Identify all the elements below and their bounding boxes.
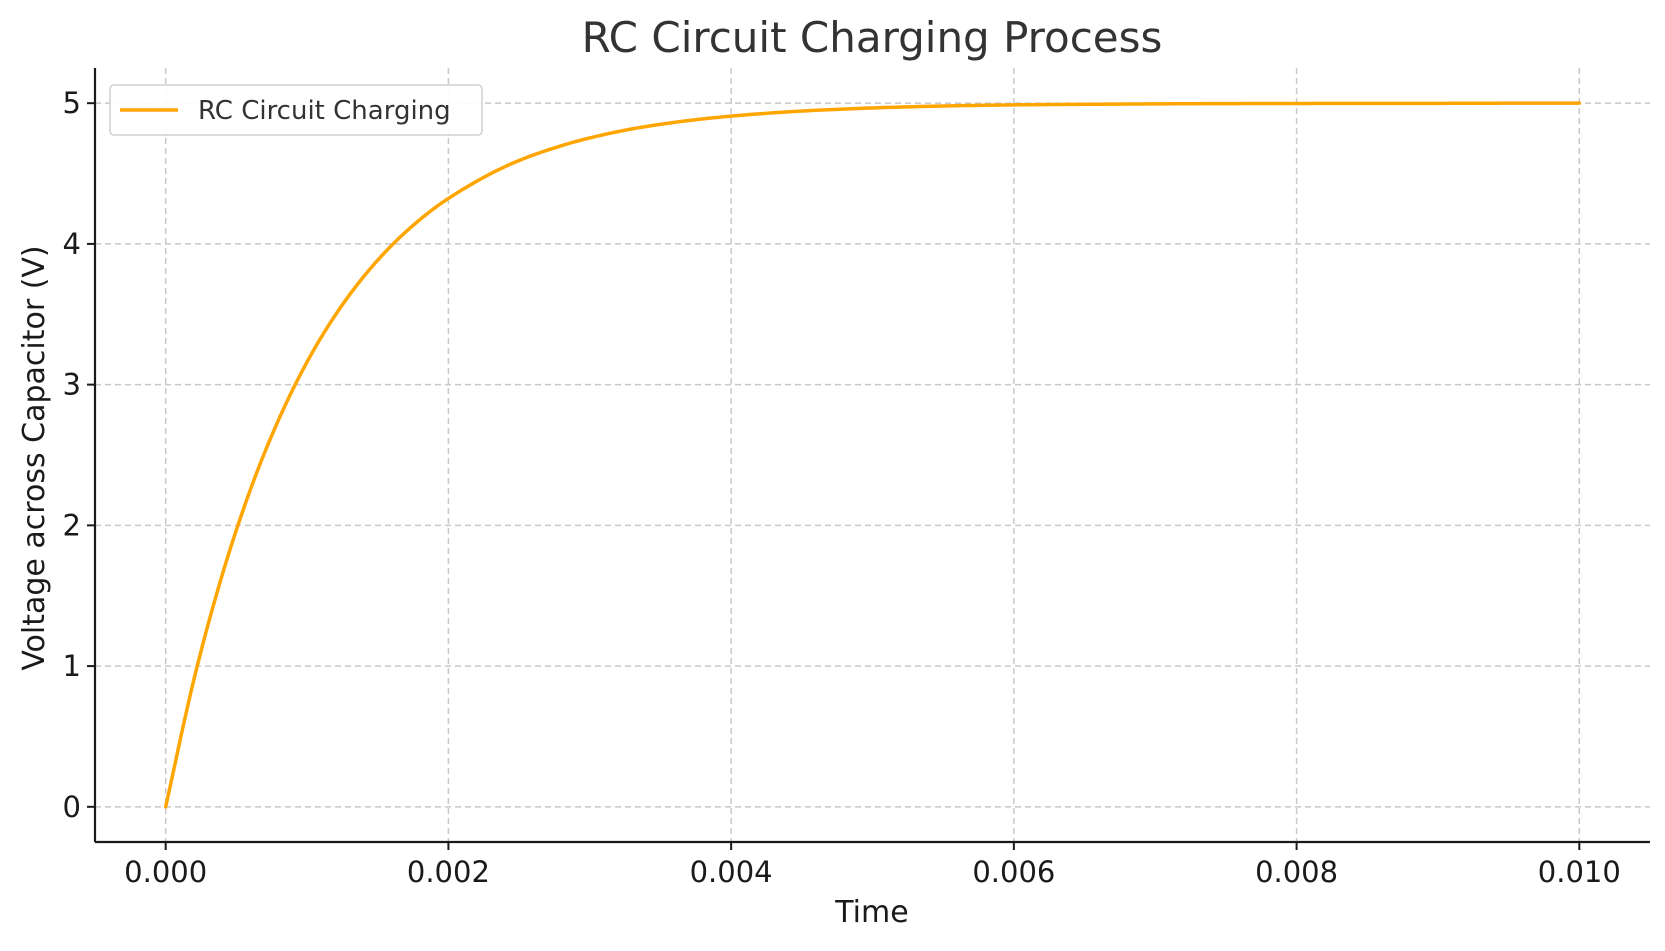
y-tick-label: 2 bbox=[63, 508, 81, 542]
x-tick-label: 0.010 bbox=[1538, 855, 1621, 889]
legend-box bbox=[109, 84, 483, 136]
grid bbox=[95, 68, 1650, 842]
x-tick-label: 0.008 bbox=[1255, 855, 1338, 889]
y-tick-label: 4 bbox=[63, 227, 81, 261]
y-axis-label: Voltage across Capacitor (V) bbox=[17, 245, 52, 670]
series-layer bbox=[163, 101, 1582, 809]
axes bbox=[93, 68, 1650, 844]
x-tick-label: 0.004 bbox=[690, 855, 773, 889]
y-tick-label: 0 bbox=[63, 790, 81, 824]
y-tick-label: 1 bbox=[63, 649, 81, 683]
x-tick-label: 0.000 bbox=[124, 855, 207, 889]
y-tick-label: 3 bbox=[63, 368, 81, 402]
x-tick-label: 0.006 bbox=[972, 855, 1055, 889]
x-axis-label: Time bbox=[834, 895, 908, 930]
series-line bbox=[163, 101, 1582, 809]
y-tick-label: 5 bbox=[63, 86, 81, 120]
legend: RC Circuit Charging bbox=[109, 84, 483, 136]
ticks: 0.000 0.002 0.004 0.006 0.008 0.010 0 1 2 3 4 5 bbox=[63, 86, 1621, 889]
legend-label: RC Circuit Charging bbox=[198, 96, 451, 126]
chart-title: RC Circuit Charging Process bbox=[582, 13, 1163, 62]
x-tick-label: 0.002 bbox=[407, 855, 490, 889]
